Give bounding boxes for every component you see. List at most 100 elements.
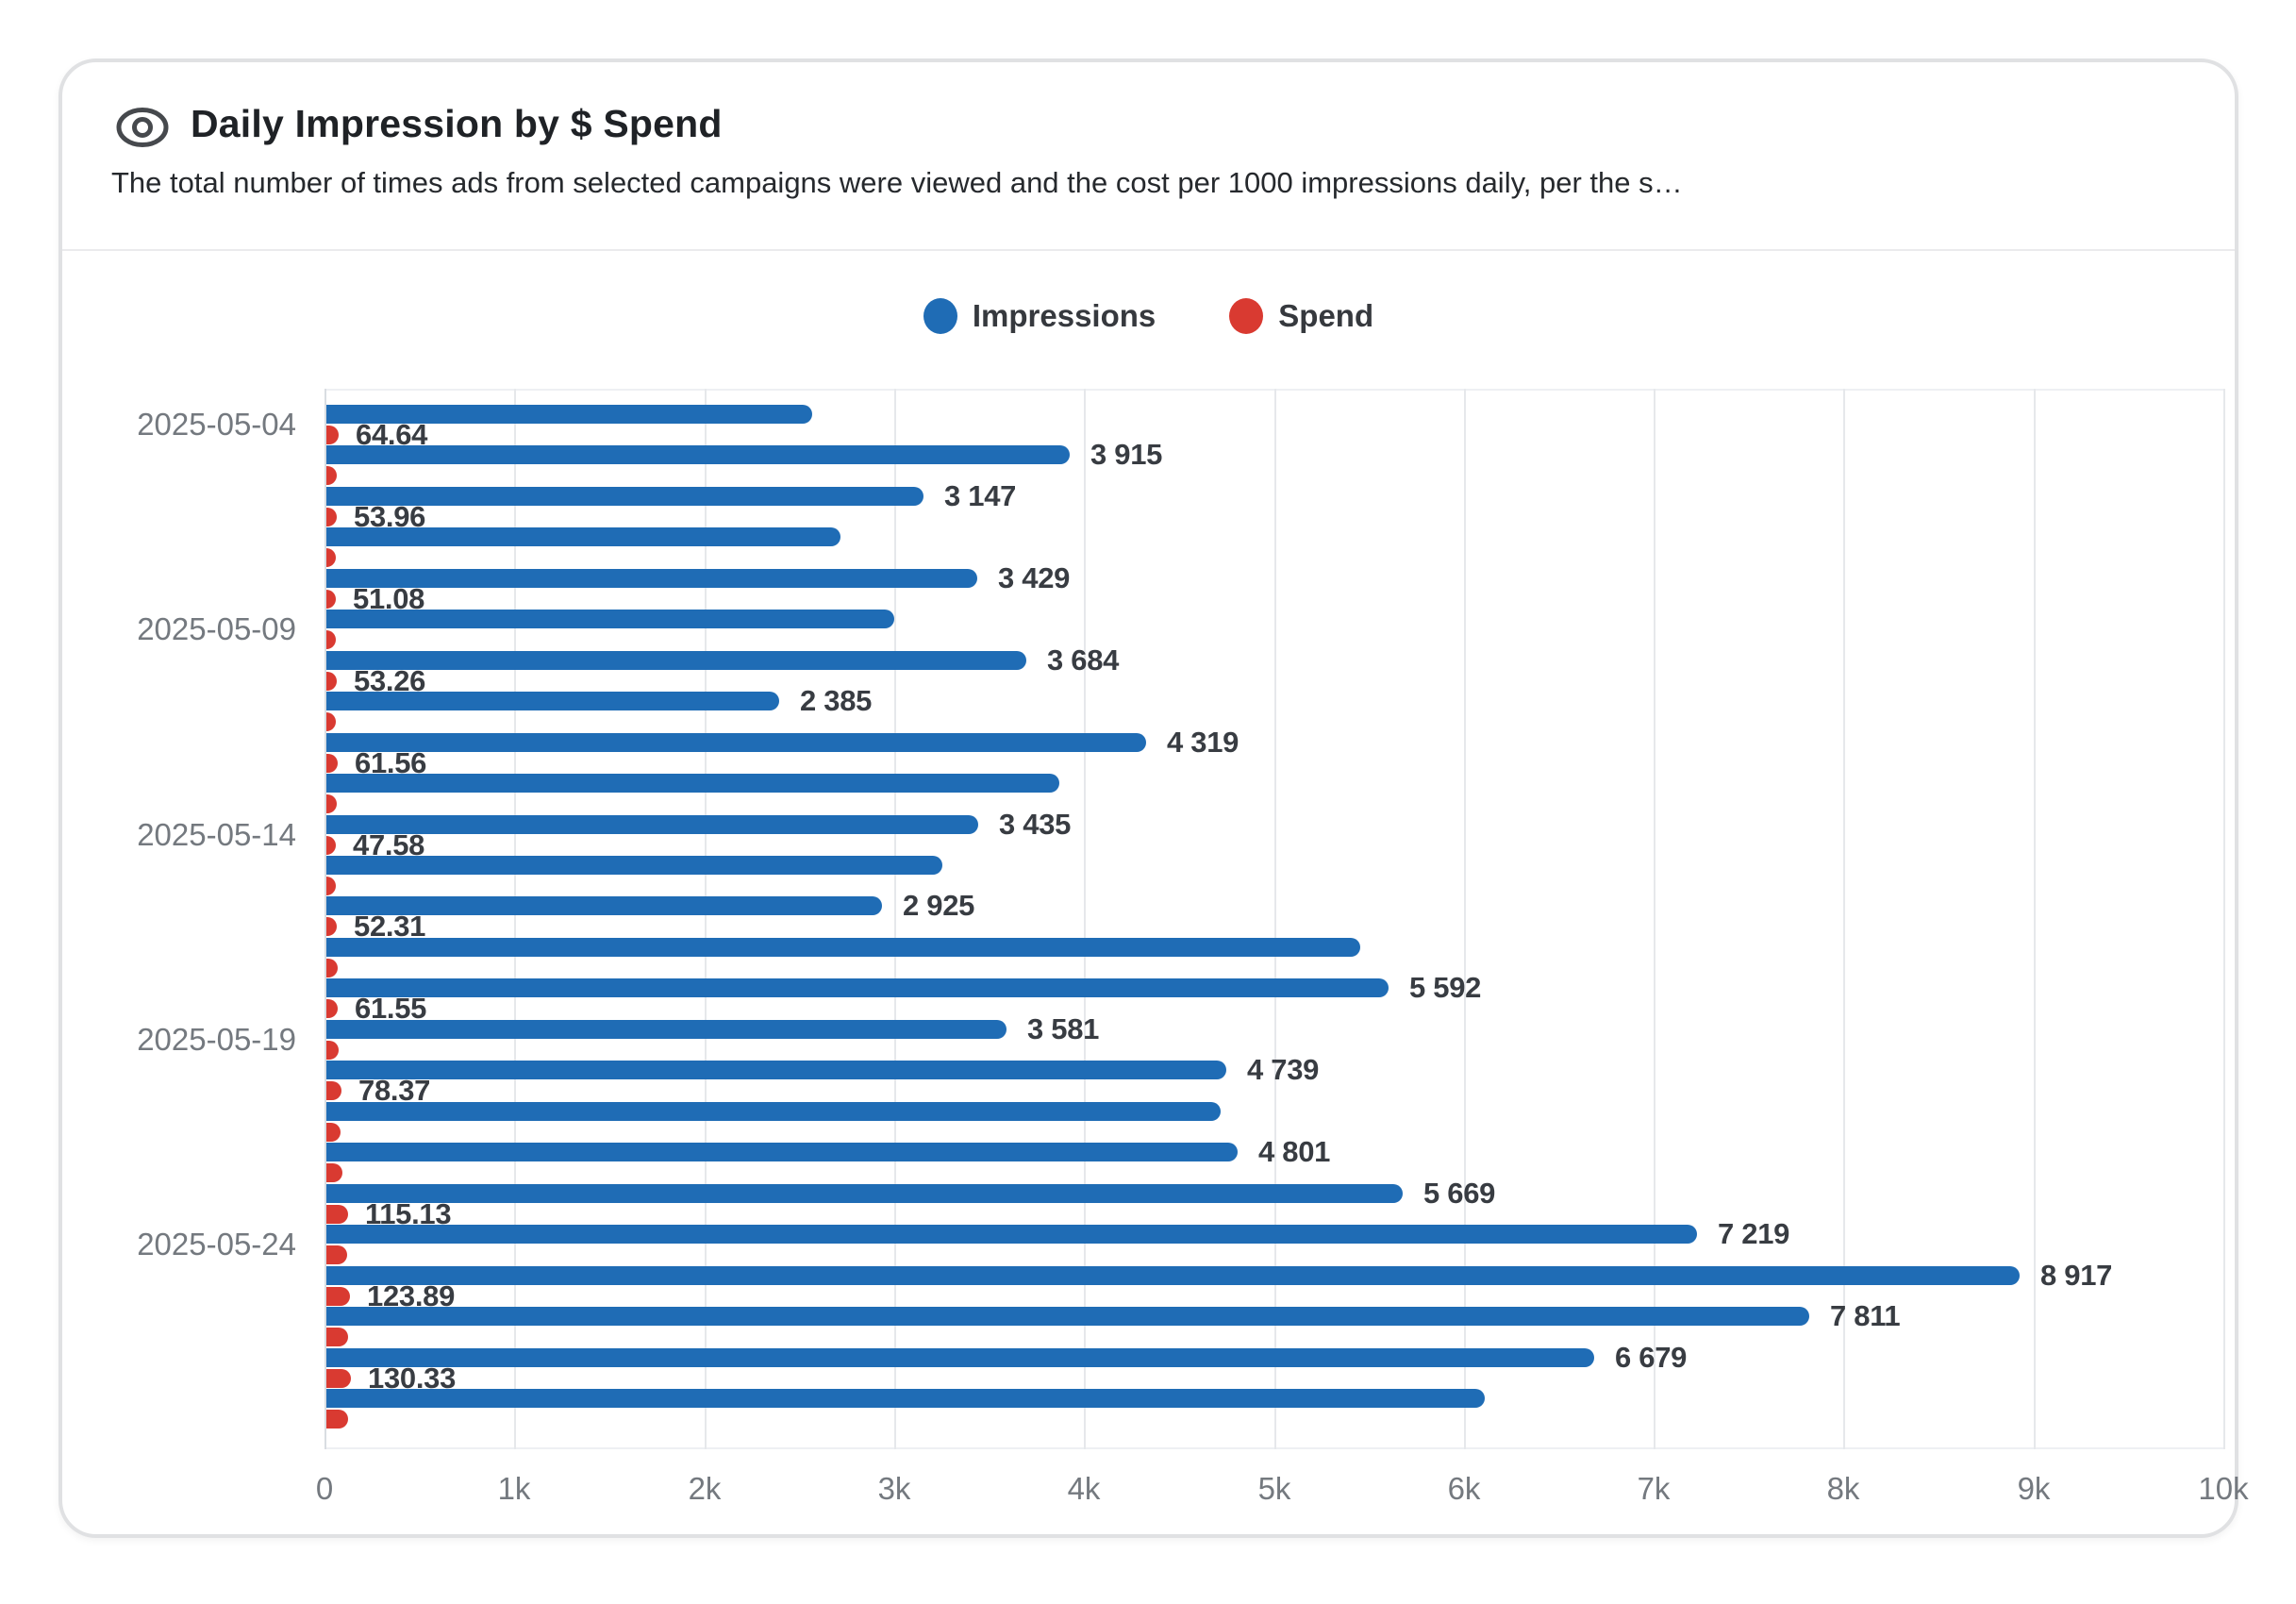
impressions-bar[interactable] <box>326 610 894 628</box>
impressions-bar[interactable] <box>326 569 977 588</box>
y-axis-date-label: 2025-05-14 <box>137 817 296 852</box>
spend-value-label: 53.96 <box>354 500 426 533</box>
spend-value-label: 123.89 <box>367 1279 456 1312</box>
x-axis-tick-label: 1k <box>497 1471 531 1506</box>
spend-value-label: 130.33 <box>368 1362 457 1395</box>
impressions-bar[interactable] <box>326 1266 2020 1285</box>
impressions-bar[interactable] <box>326 1061 1226 1079</box>
chart-subtitle: The total number of times ads from selec… <box>111 166 1683 199</box>
spend-value-label: 115.13 <box>365 1197 452 1230</box>
spend-value-label: 61.55 <box>355 992 427 1025</box>
impressions-value-label: 3 435 <box>999 808 1072 841</box>
spend-bar[interactable] <box>326 1123 341 1142</box>
spend-bar[interactable] <box>326 1410 348 1429</box>
x-axis-tick-label: 2k <box>688 1471 722 1506</box>
impressions-value-label: 4 801 <box>1258 1135 1331 1168</box>
spend-bar[interactable] <box>326 508 337 526</box>
impressions-bar[interactable] <box>326 445 1070 464</box>
spend-bar[interactable] <box>326 466 337 485</box>
impressions-value-label: 3 581 <box>1027 1012 1100 1045</box>
spend-value-label: 61.56 <box>355 746 427 779</box>
impressions-value-label: 7 219 <box>1718 1217 1790 1250</box>
impressions-bar[interactable] <box>326 1143 1238 1161</box>
impressions-bar[interactable] <box>326 1348 1594 1367</box>
spend-bar[interactable] <box>326 1205 348 1224</box>
gridline <box>894 389 896 1449</box>
impressions-value-label: 2 925 <box>903 889 975 922</box>
spend-bar[interactable] <box>326 1041 339 1060</box>
impressions-bar[interactable] <box>326 856 942 875</box>
impressions-value-label: 4 739 <box>1247 1053 1320 1086</box>
spend-bar[interactable] <box>326 548 336 567</box>
impressions-value-label: 3 684 <box>1047 643 1120 677</box>
spend-value-label: 78.37 <box>358 1074 431 1107</box>
impressions-bar[interactable] <box>326 896 882 915</box>
legend-item-impressions[interactable]: Impressions <box>923 298 1156 334</box>
impressions-bar[interactable] <box>326 978 1389 997</box>
y-axis-date-label: 2025-05-24 <box>137 1227 296 1261</box>
impressions-bar[interactable] <box>326 1225 1697 1244</box>
x-axis-tick-label: 5k <box>1257 1471 1291 1506</box>
spend-bar[interactable] <box>326 794 337 813</box>
spend-bar[interactable] <box>326 1245 347 1264</box>
impressions-bar[interactable] <box>326 1020 1007 1039</box>
spend-bar[interactable] <box>326 836 336 855</box>
page-title: Daily Impression by $ Spend <box>191 102 723 145</box>
spend-bar[interactable] <box>326 917 337 936</box>
plot-area: 0 1k 2k 3k 4k 5k 6k 7k 8k 9k 10k 64.64 3 915 3 147 53.… <box>137 389 2249 1506</box>
impressions-bar[interactable] <box>326 733 1146 752</box>
plot-top-border <box>324 389 2223 391</box>
spend-bar[interactable] <box>326 426 339 444</box>
impressions-bar[interactable] <box>326 405 812 424</box>
impressions-bar[interactable] <box>326 651 1026 670</box>
spend-bar[interactable] <box>326 877 336 895</box>
plot-bottom-border <box>324 1447 2223 1449</box>
spend-bar[interactable] <box>326 672 337 691</box>
impressions-bar[interactable] <box>326 527 840 546</box>
spend-bar[interactable] <box>326 1163 342 1182</box>
impressions-value-label: 2 385 <box>800 684 873 717</box>
gridline <box>2223 389 2225 1449</box>
impressions-value-label: 4 319 <box>1167 726 1240 759</box>
spend-bar[interactable] <box>326 1328 348 1346</box>
spend-value-label: 51.08 <box>353 582 425 615</box>
spend-bar[interactable] <box>326 712 336 731</box>
legend-item-spend[interactable]: Spend <box>1229 298 1373 334</box>
x-axis-tick-label: 8k <box>1826 1471 1860 1506</box>
impressions-value-label: 3 429 <box>998 561 1071 594</box>
spend-value-label: 53.26 <box>354 664 426 697</box>
x-axis-tick-label: 3k <box>877 1471 911 1506</box>
chart-widget-card: Daily Impression by $ Spend The total nu… <box>58 58 2249 1538</box>
x-axis-tick-label: 9k <box>2017 1471 2051 1506</box>
impressions-bar[interactable] <box>326 815 978 834</box>
impressions-bar[interactable] <box>326 487 923 506</box>
impressions-bar[interactable] <box>326 692 779 710</box>
impressions-value-label: 5 592 <box>1409 971 1482 1004</box>
spend-bar[interactable] <box>326 590 336 609</box>
impressions-bar[interactable] <box>326 1389 1485 1408</box>
impressions-bar[interactable] <box>326 1307 1809 1326</box>
spend-bar[interactable] <box>326 1369 351 1388</box>
spend-bar[interactable] <box>326 959 338 977</box>
impressions-bar[interactable] <box>326 1184 1403 1203</box>
y-axis-date-label: 2025-05-09 <box>137 611 296 646</box>
x-axis-tick-label: 7k <box>1637 1471 1671 1506</box>
y-axis-line <box>324 389 326 1449</box>
gridline <box>2034 389 2036 1449</box>
spend-value-label: 64.64 <box>356 418 428 451</box>
spend-bar[interactable] <box>326 754 338 773</box>
spend-legend-dot-icon <box>1229 298 1264 334</box>
impressions-bar[interactable] <box>326 774 1059 793</box>
x-axis-tick-label: 4k <box>1067 1471 1101 1506</box>
spend-bar[interactable] <box>326 1081 341 1100</box>
eye-icon <box>116 108 169 147</box>
impressions-bar[interactable] <box>326 1102 1221 1121</box>
impressions-value-label: 5 669 <box>1423 1177 1496 1210</box>
gridline <box>1654 389 1655 1449</box>
impressions-value-label: 8 917 <box>2040 1259 2113 1292</box>
spend-bar[interactable] <box>326 999 338 1018</box>
impressions-bar[interactable] <box>326 938 1360 957</box>
spend-bar[interactable] <box>326 1287 350 1306</box>
spend-value-label: 52.31 <box>354 910 426 943</box>
spend-bar[interactable] <box>326 630 336 649</box>
